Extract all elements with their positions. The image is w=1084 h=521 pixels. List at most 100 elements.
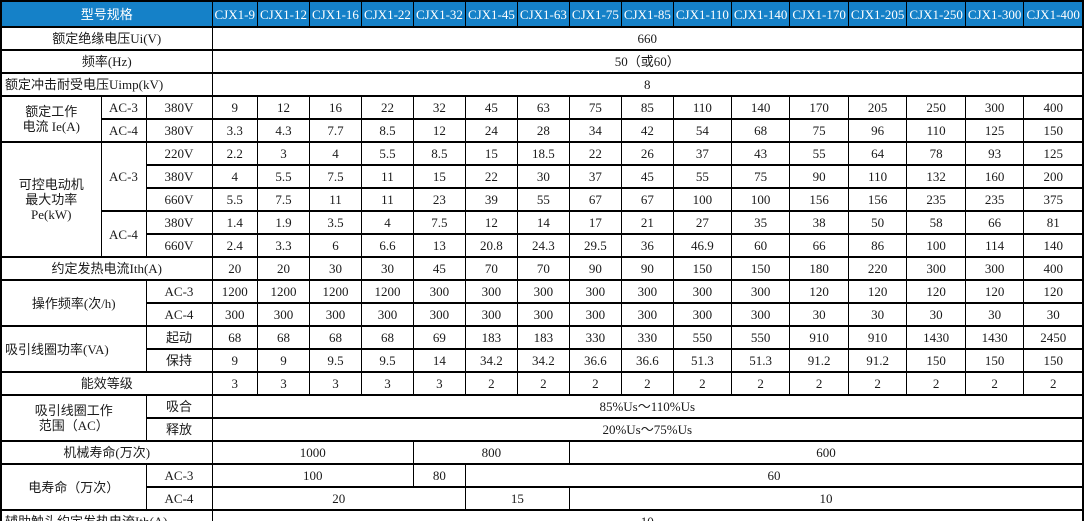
value-cell: 20 (211, 256, 258, 281)
value-cell: 110 (672, 95, 732, 120)
model-header-cell: CJX1-32 (412, 0, 466, 28)
value-cell: 550 (672, 325, 732, 350)
value-cell: 50 (847, 210, 908, 235)
value-cell: 3 (308, 371, 362, 396)
spec-label-cell: 能效等级 (0, 371, 213, 396)
value-cell: 1200 (308, 279, 362, 304)
value-cell: 9 (211, 348, 258, 373)
value-cell: 800 (412, 440, 570, 465)
value-cell: 90 (568, 256, 622, 281)
value-cell: 300 (516, 279, 570, 304)
model-header-cell: CJX1-75 (568, 0, 622, 28)
model-header-cell: CJX1-16 (308, 0, 362, 28)
spec-label-cell: 380V (145, 95, 213, 120)
value-cell: 16 (308, 95, 362, 120)
value-cell: 69 (412, 325, 466, 350)
value-cell: 21 (620, 210, 674, 235)
value-cell: 3 (360, 371, 414, 396)
value-cell: 2 (964, 371, 1025, 396)
value-cell: 42 (620, 118, 674, 143)
spec-row: 电寿命（万次） AC-3 100 80 60 (0, 463, 1084, 511)
value-cell: 114 (964, 233, 1025, 258)
value-cell: 30 (516, 164, 570, 189)
value-cell: 46.9 (672, 233, 732, 258)
value-cell: 3 (211, 371, 258, 396)
model-header-row: 型号规格 CJX1-9 CJX1-12 CJX1-16 CJX1-22 CJX1-32 CJ… (0, 0, 1084, 28)
spec-row: AC-4 300 300 300 300 300 300 300 300 300 300 300 30 3… (1, 302, 1084, 327)
value-cell: 7.5 (256, 187, 310, 212)
value-cell: 96 (847, 118, 908, 143)
value-cell: 250 (906, 95, 966, 120)
value-cell: 55 (789, 141, 849, 166)
value-cell: 3.3 (211, 118, 258, 143)
spec-label-cell: 起动 (145, 325, 213, 350)
value-cell: 2 (906, 371, 966, 396)
value-cell: 68 (360, 325, 414, 350)
value-cell: 235 (906, 187, 966, 212)
value-cell: 156 (847, 187, 908, 212)
value-cell: 3 (256, 371, 310, 396)
value-cell: 300 (516, 302, 570, 327)
value-cell: 15 (464, 141, 518, 166)
value-cell: 660 (211, 26, 1084, 51)
corner-header-cell: 型号规格 (0, 0, 213, 28)
value-cell: 5.5 (256, 164, 310, 189)
spec-label-cell: 380V (145, 118, 213, 143)
spec-row: 额定绝缘电压Ui(V) 660 (0, 26, 1084, 51)
value-cell: 9.5 (360, 348, 414, 373)
value-cell: 55 (516, 187, 570, 212)
value-cell: 12 (256, 95, 310, 120)
value-cell: 300 (412, 302, 466, 327)
spec-row: 操作频率(次/h) AC-3 1200 1200 1200 1200 300 300 300 30… (0, 279, 1084, 327)
spec-label-cell: 可控电动机 最大功率 Pe(kW) (0, 141, 102, 258)
value-cell: 30 (308, 256, 362, 281)
spec-row: 约定发热电流Ith(A) 20 20 30 30 45 70 70 90 90 150 150 180 2… (0, 256, 1084, 281)
value-cell: 910 (789, 325, 849, 350)
value-cell: 1200 (211, 279, 258, 304)
value-cell: 110 (847, 164, 908, 189)
spec-row: AC-4 380V 3.3 4.3 7.7 8.5 12 24 28 34 42 54 68 75 96 11… (1, 118, 1084, 143)
value-cell: 45 (620, 164, 674, 189)
spec-label-cell: AC-4 (100, 210, 147, 258)
value-cell: 91.2 (789, 348, 849, 373)
value-cell: 24.3 (516, 233, 570, 258)
spec-label-cell: 380V (145, 210, 213, 235)
value-cell: 120 (789, 279, 849, 304)
value-cell: 10 (568, 486, 1084, 511)
value-cell: 2 (568, 371, 622, 396)
value-cell: 4 (308, 141, 362, 166)
value-cell: 8.5 (412, 141, 466, 166)
value-cell: 4.3 (256, 118, 310, 143)
spec-row: 能效等级 3 3 3 3 3 2 2 2 2 2 2 2 2 2 2 2 (0, 371, 1084, 396)
spec-row: 660V 5.5 7.5 11 11 23 39 55 67 67 100 100 156 156 235 2… (1, 187, 1084, 212)
spec-label-cell: 吸合 (145, 394, 213, 419)
model-header-cell: CJX1-250 (906, 0, 966, 28)
value-cell: 68 (730, 118, 791, 143)
value-cell: 51.3 (672, 348, 732, 373)
value-cell: 80 (412, 463, 466, 488)
value-cell: 150 (672, 256, 732, 281)
value-cell: 45 (464, 95, 518, 120)
spec-row: 吸引线圈功率(VA) 起动 68 68 68 68 69 183 183 330 330 550 550… (0, 325, 1084, 373)
value-cell: 183 (464, 325, 518, 350)
value-cell: 300 (730, 302, 791, 327)
value-cell: 125 (964, 118, 1025, 143)
value-cell: 100 (211, 463, 414, 488)
spec-label-cell: AC-4 (145, 302, 213, 327)
spec-label-cell: AC-3 (145, 279, 213, 304)
value-cell: 34.2 (516, 348, 570, 373)
spec-row: 额定冲击耐受电压Uimp(kV) 8 (0, 72, 1084, 97)
value-cell: 2 (1023, 371, 1084, 396)
value-cell: 75 (568, 95, 622, 120)
spec-label-cell: AC-3 (100, 141, 147, 212)
value-cell: 15 (412, 164, 466, 189)
value-cell: 20 (256, 256, 310, 281)
spec-label-cell: 额定冲击耐受电压Uimp(kV) (0, 72, 213, 97)
value-cell: 300 (906, 256, 966, 281)
value-cell: 4 (211, 164, 258, 189)
model-header-cell: CJX1-170 (789, 0, 849, 28)
model-header-cell: CJX1-45 (464, 0, 518, 28)
value-cell: 26 (620, 141, 674, 166)
value-cell: 7.5 (412, 210, 466, 235)
